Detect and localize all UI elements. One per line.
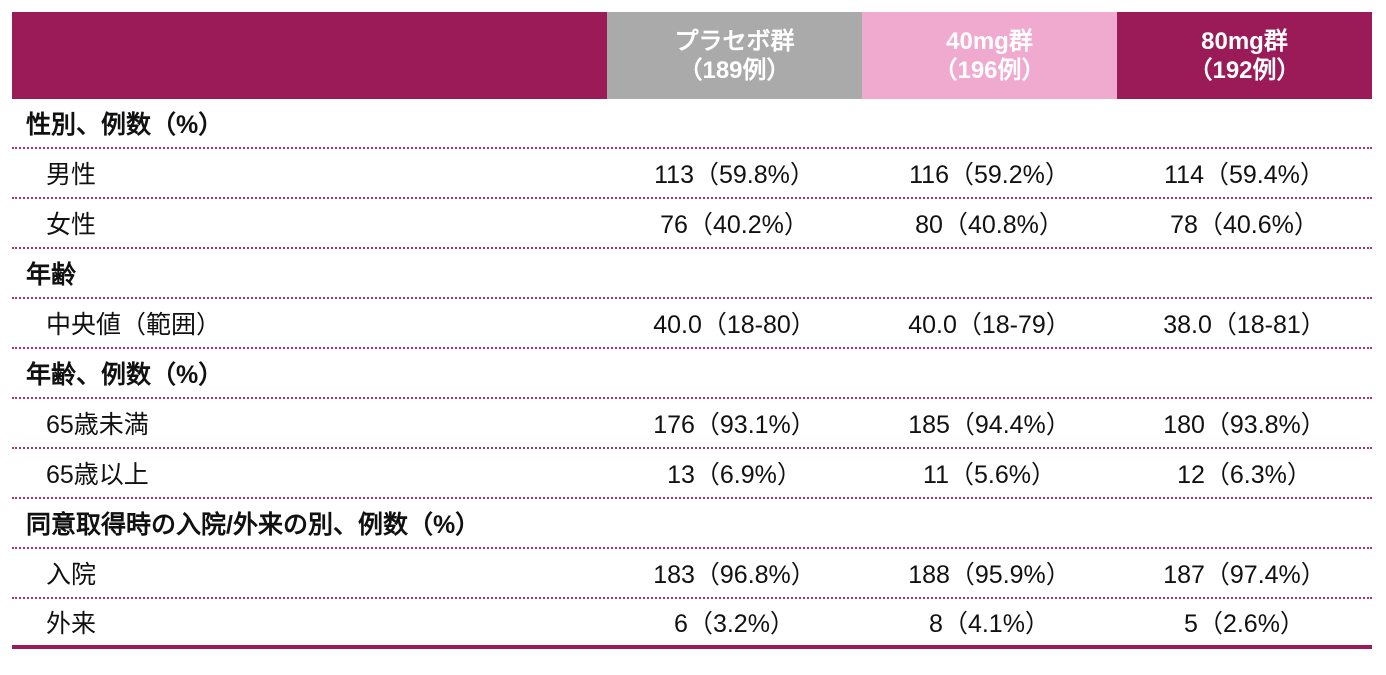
cell-40mg: 80（40.8%） xyxy=(915,211,1064,239)
cell-40mg: 40.0（18-79） xyxy=(908,311,1071,339)
row-label: 65歳以上 xyxy=(46,461,149,489)
section-label: 同意取得時の入院/外来の別、例数（%） xyxy=(26,511,481,539)
header-group-name: 40mg群 xyxy=(946,27,1033,55)
header-40mg: 40mg群 （196例） xyxy=(862,12,1117,99)
header-placebo: プラセボ群 （189例） xyxy=(607,12,862,99)
demographics-table: プラセボ群 （189例） 40mg群 （196例） 80mg群 （192例） 性… xyxy=(12,12,1372,649)
table-row: 中央値（範囲） 40.0（18-80） 40.0（18-79） 38.0（18-… xyxy=(12,299,1372,349)
section-row: 性別、例数（%） xyxy=(12,99,1372,149)
header-group-n: （196例） xyxy=(933,56,1046,84)
cell-80mg: 114（59.4%） xyxy=(1164,161,1325,189)
cell-40mg: 188（95.9%） xyxy=(908,561,1071,589)
row-label: 入院 xyxy=(46,561,97,589)
cell-80mg: 5（2.6%） xyxy=(1184,610,1305,638)
table-row: 入院 183（96.8%） 188（95.9%） 187（97.4%） xyxy=(12,549,1372,599)
section-row: 同意取得時の入院/外来の別、例数（%） xyxy=(12,499,1372,549)
cell-placebo: 6（3.2%） xyxy=(674,610,795,638)
row-label: 中央値（範囲） xyxy=(46,311,222,339)
header-group-name: 80mg群 xyxy=(1201,27,1288,55)
cell-80mg: 12（6.3%） xyxy=(1177,461,1312,489)
table-row: 65歳未満 176（93.1%） 185（94.4%） 180（93.8%） xyxy=(12,399,1372,449)
section-row: 年齢 xyxy=(12,249,1372,299)
table-row: 女性 76（40.2%） 80（40.8%） 78（40.6%） xyxy=(12,199,1372,249)
cell-80mg: 38.0（18-81） xyxy=(1163,311,1326,339)
table-header: プラセボ群 （189例） 40mg群 （196例） 80mg群 （192例） xyxy=(12,12,1372,99)
section-row: 年齢、例数（%） xyxy=(12,349,1372,399)
cell-placebo: 183（96.8%） xyxy=(653,561,816,589)
table-row: 外来 6（3.2%） 8（4.1%） 5（2.6%） xyxy=(12,599,1372,649)
row-label: 男性 xyxy=(46,161,97,189)
table-row: 65歳以上 13（6.9%） 11（5.6%） 12（6.3%） xyxy=(12,449,1372,499)
section-label: 年齢 xyxy=(26,261,77,289)
cell-80mg: 180（93.8%） xyxy=(1163,411,1326,439)
cell-80mg: 187（97.4%） xyxy=(1163,561,1326,589)
row-label: 女性 xyxy=(46,211,97,239)
cell-40mg: 116（59.2%） xyxy=(909,161,1070,189)
section-label: 年齢、例数（%） xyxy=(26,361,224,389)
header-blank-cell xyxy=(12,12,607,99)
row-label: 65歳未満 xyxy=(46,411,149,439)
cell-placebo: 40.0（18-80） xyxy=(653,311,816,339)
table-row: 男性 113（59.8%） 116（59.2%） 114（59.4%） xyxy=(12,149,1372,199)
header-group-n: （189例） xyxy=(678,56,791,84)
cell-placebo: 113（59.8%） xyxy=(654,161,815,189)
header-group-name: プラセボ群 xyxy=(674,27,795,55)
header-group-n: （192例） xyxy=(1188,56,1301,84)
cell-40mg: 8（4.1%） xyxy=(929,610,1050,638)
cell-placebo: 176（93.1%） xyxy=(653,411,816,439)
cell-40mg: 11（5.6%） xyxy=(923,461,1056,489)
cell-80mg: 78（40.6%） xyxy=(1170,211,1319,239)
row-label: 外来 xyxy=(46,610,97,638)
header-80mg: 80mg群 （192例） xyxy=(1117,12,1372,99)
section-label: 性別、例数（%） xyxy=(26,111,224,139)
cell-placebo: 76（40.2%） xyxy=(660,211,809,239)
cell-40mg: 185（94.4%） xyxy=(908,411,1071,439)
cell-placebo: 13（6.9%） xyxy=(667,461,802,489)
